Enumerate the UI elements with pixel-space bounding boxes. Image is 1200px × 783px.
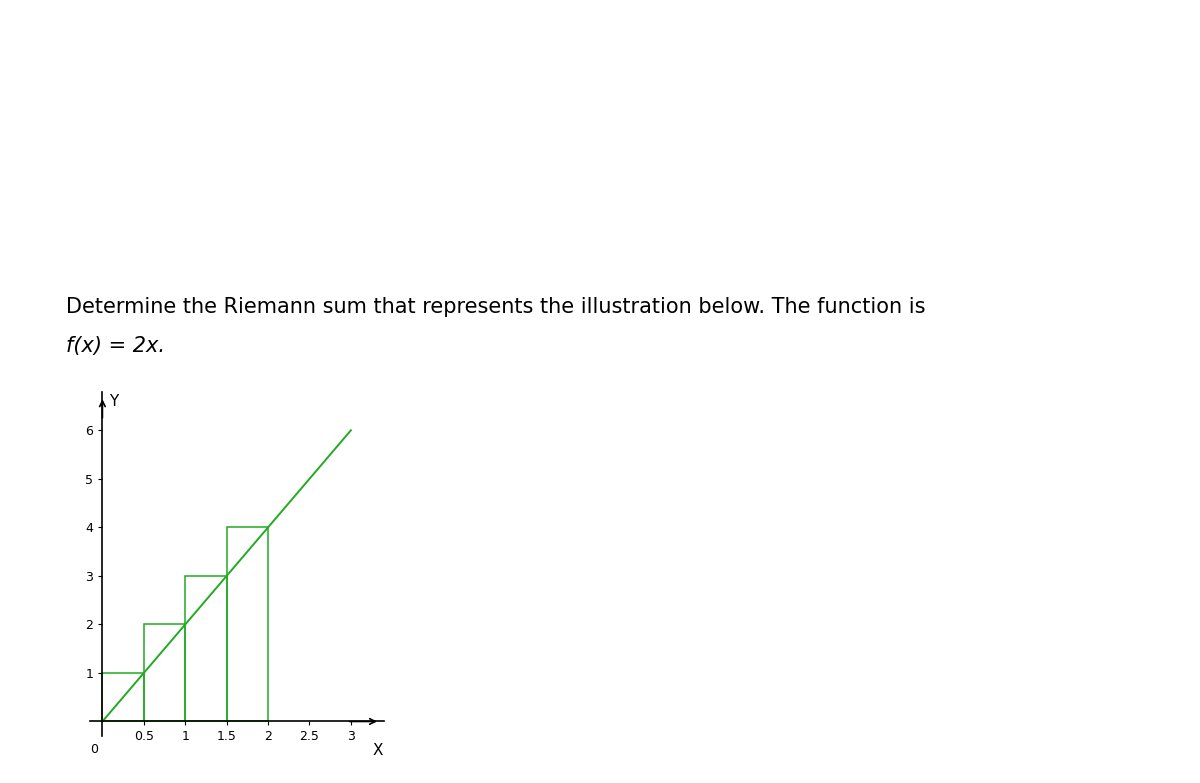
Text: Y: Y xyxy=(109,394,119,409)
Bar xyxy=(102,673,144,721)
Text: 0: 0 xyxy=(90,743,98,756)
Bar xyxy=(185,576,227,721)
Text: Determine the Riemann sum that represents the illustration below. The function i: Determine the Riemann sum that represent… xyxy=(66,297,925,317)
Bar xyxy=(144,624,185,721)
Text: f(x) = 2x.: f(x) = 2x. xyxy=(66,336,166,356)
Text: X: X xyxy=(372,743,383,758)
Bar xyxy=(227,528,268,721)
